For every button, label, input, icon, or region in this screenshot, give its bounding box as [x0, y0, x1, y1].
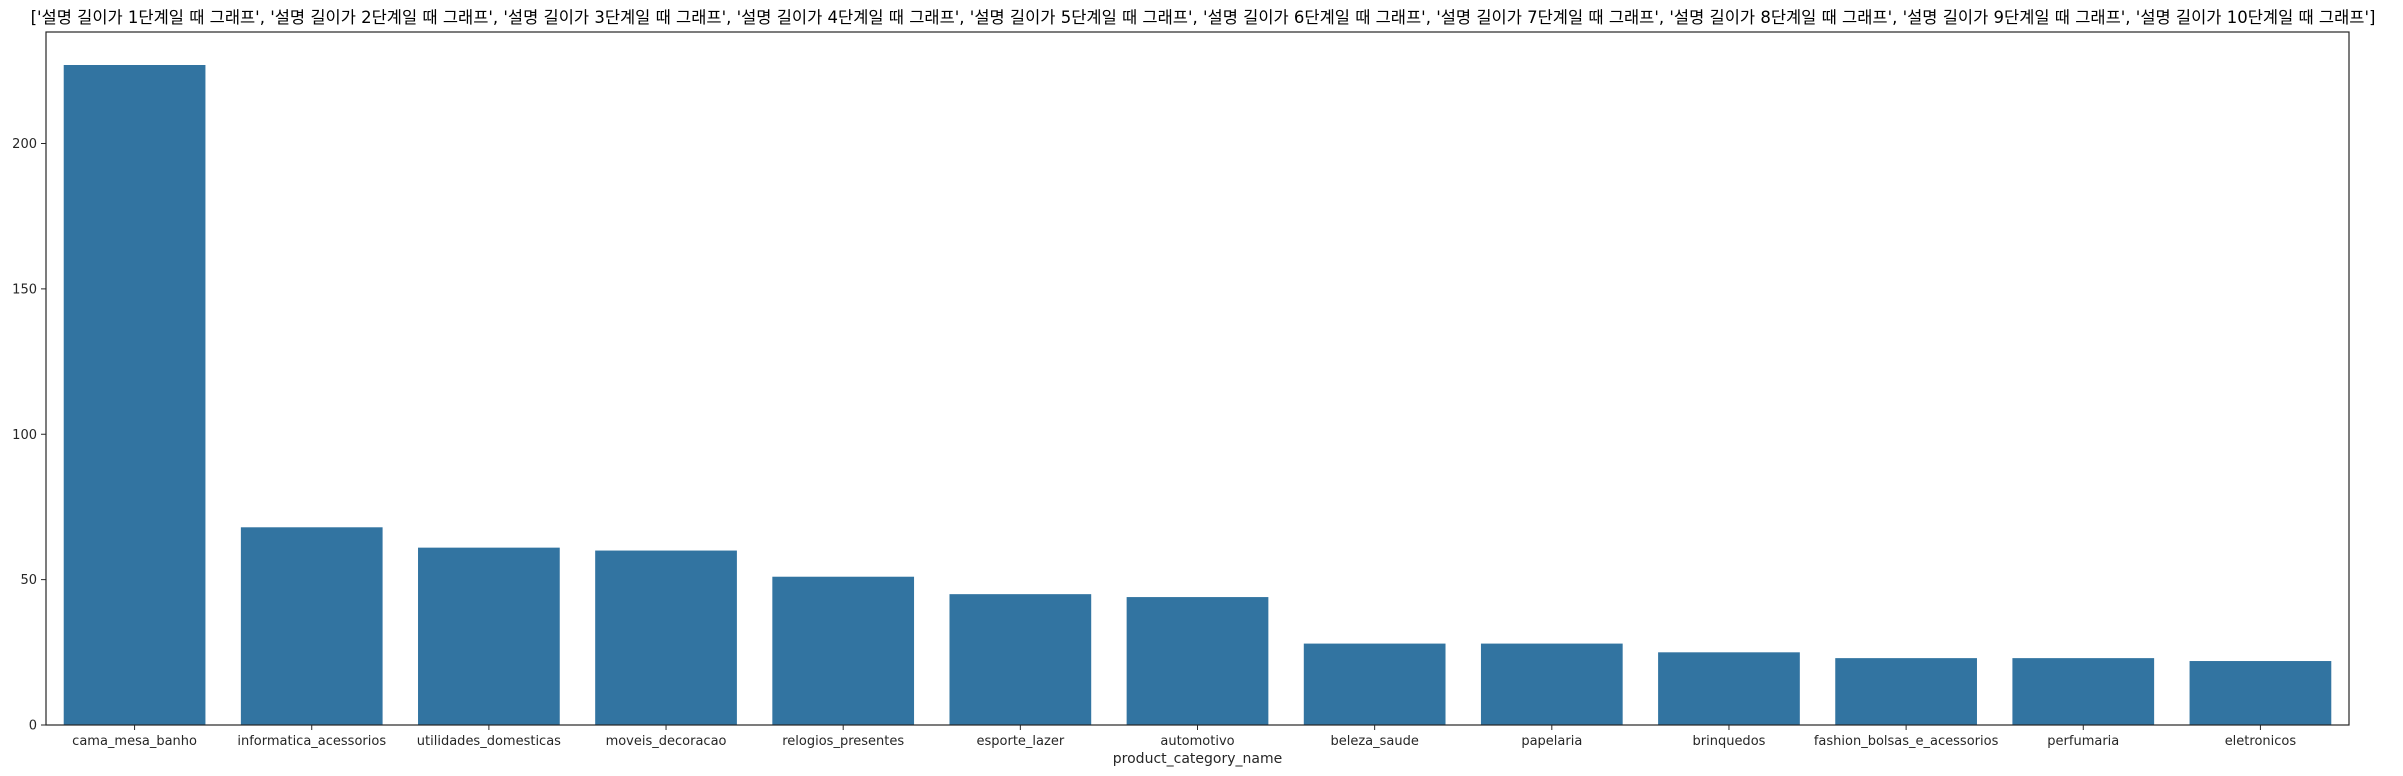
bar-papelaria [1480, 643, 1623, 725]
bar-perfumaria [2012, 658, 2155, 725]
bar-fashion_bolsas_e_acessorios [1835, 658, 1977, 725]
plot-frame [45, 31, 2350, 726]
x-tick-label: cama_mesa_banho [72, 734, 197, 749]
x-tick-label: fashion_bolsas_e_acessorios [1814, 734, 1999, 749]
bar-eletronicos [2189, 661, 2332, 725]
x-tick-label: utilidades_domesticas [417, 734, 561, 749]
x-tick-label: esporte_lazer [977, 734, 1065, 749]
bars-group [63, 65, 2332, 725]
y-tick-label: 0 [29, 719, 37, 734]
x-tick-label: brinquedos [1693, 734, 1766, 749]
y-tick-label: 50 [20, 573, 37, 588]
x-tick-label: perfumaria [2047, 734, 2119, 749]
x-axis-ticks: cama_mesa_banho informatica_acessorios uti… [72, 725, 2296, 749]
bar-informatica_acessorios [240, 527, 383, 725]
bar-esporte_lazer [949, 594, 1092, 725]
bar-relogios_presentes [772, 576, 915, 725]
x-tick-label: beleza_saude [1330, 734, 1418, 749]
y-axis-ticks: 0 50 100 150 200 [12, 137, 46, 734]
x-tick-label: moveis_decoracao [606, 734, 727, 749]
x-axis-label: product_category_name [1113, 751, 1282, 767]
x-tick-label: relogios_presentes [782, 734, 904, 749]
bar-utilidades_domesticas [418, 547, 560, 725]
y-tick-label: 100 [12, 428, 37, 443]
bar-automotivo [1126, 597, 1269, 725]
bar-cama_mesa_banho [63, 65, 206, 725]
bar-moveis_decoracao [595, 550, 737, 725]
y-tick-label: 150 [12, 282, 37, 297]
bar-beleza_saude [1303, 643, 1446, 725]
x-tick-label: automotivo [1160, 734, 1234, 749]
x-tick-label: papelaria [1521, 734, 1582, 749]
x-tick-label: informatica_acessorios [237, 734, 386, 749]
chart-title: ['설명 길이가 1단계일 때 그래프', '설명 길이가 2단계일 때 그래프… [31, 8, 2376, 27]
x-tick-label: eletronicos [2225, 734, 2297, 749]
bar-brinquedos [1658, 652, 1800, 725]
y-tick-label: 200 [12, 137, 37, 152]
